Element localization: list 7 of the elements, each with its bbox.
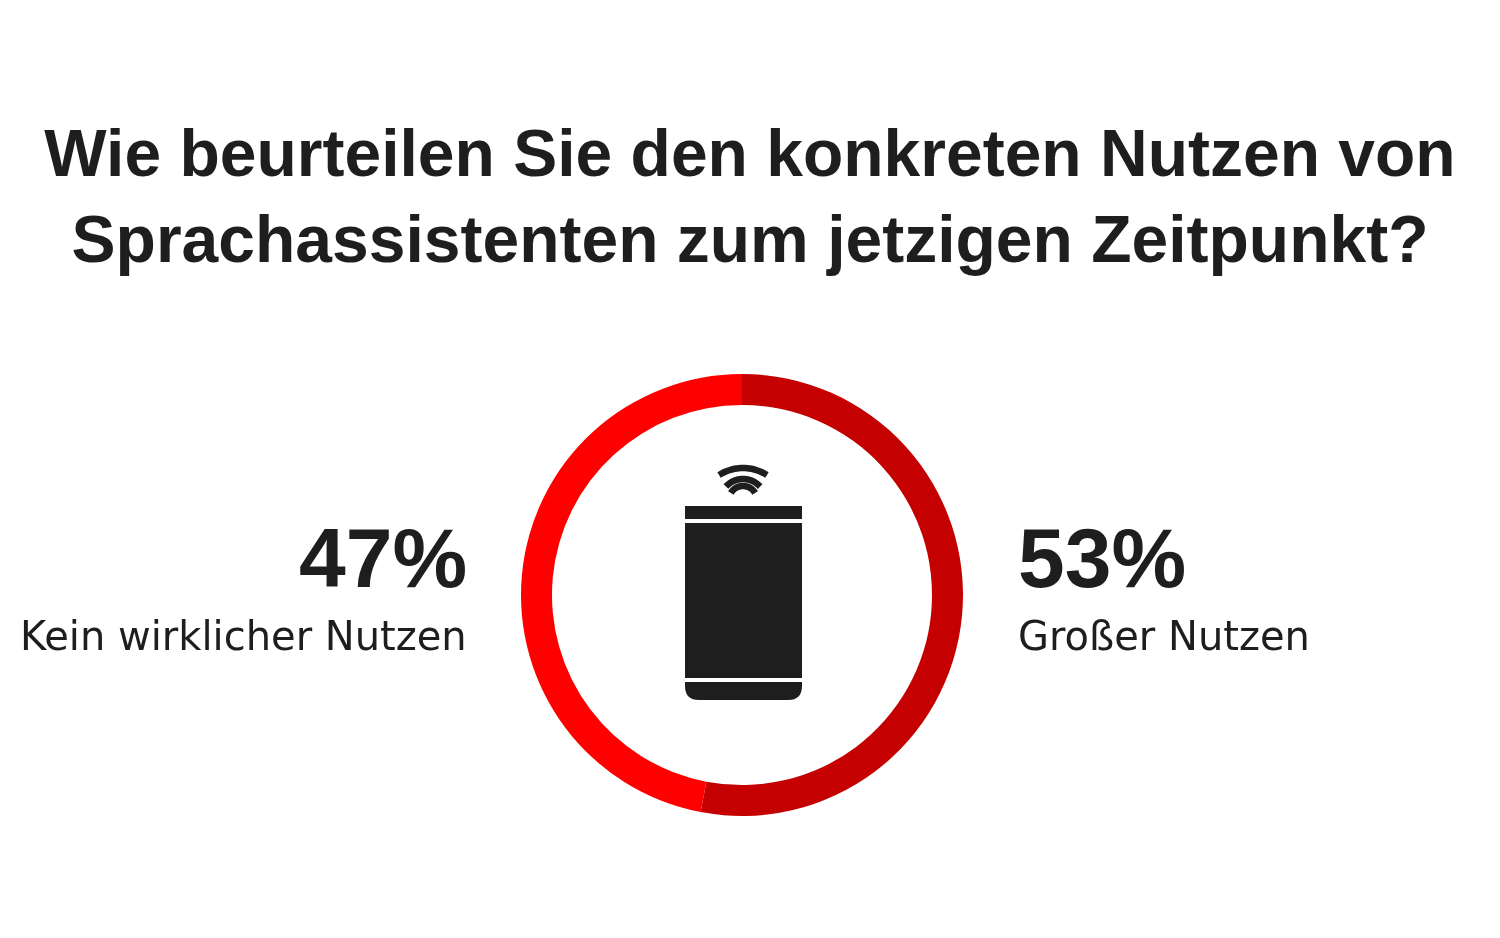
data-label: 47% [299, 511, 468, 605]
donut-slice [521, 374, 742, 813]
chart-title: Wie beurteilen Sie den konkreten Nutzen von Sprachassistenten zum jetzigen Zeitpunkt? [44, 116, 1456, 276]
slice-label: Kein wirklicher Nutzen [20, 613, 467, 659]
donut-slice [700, 374, 963, 816]
slice-label: Großer Nutzen [1018, 613, 1310, 659]
data-label: 53% [1018, 511, 1187, 605]
